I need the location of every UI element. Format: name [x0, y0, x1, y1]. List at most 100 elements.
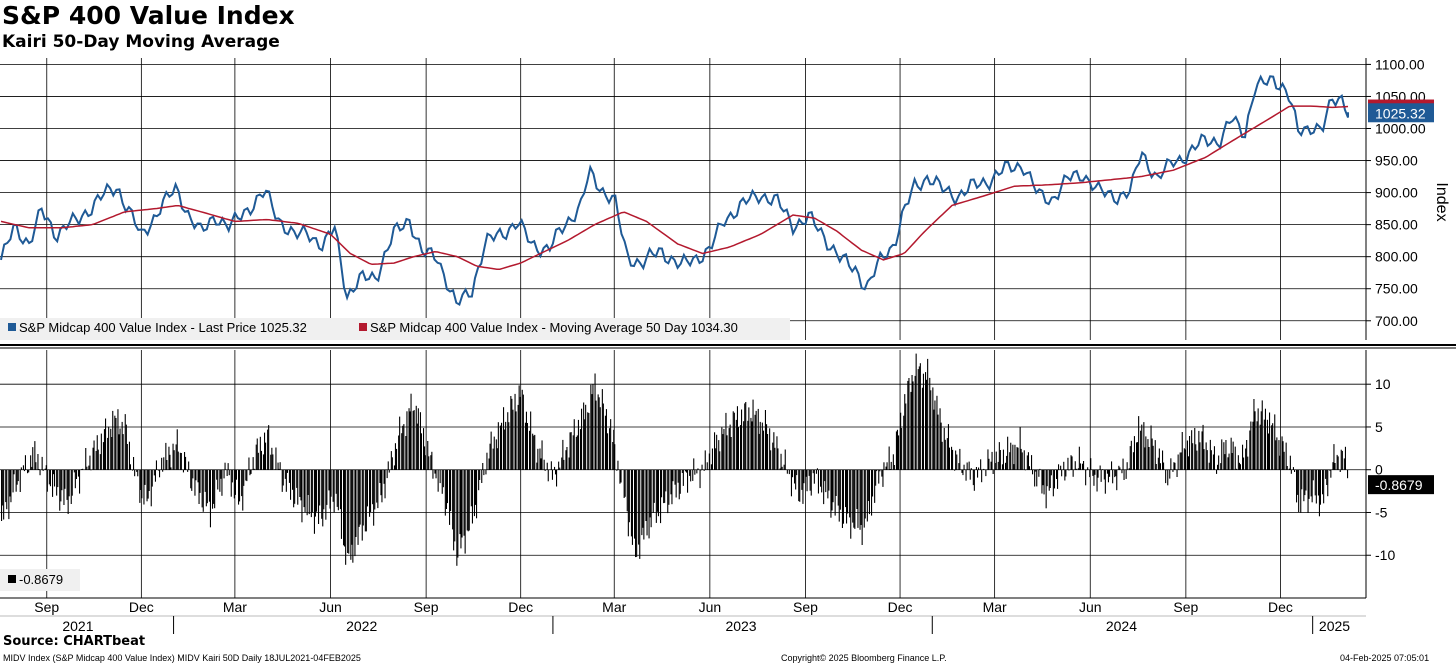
- kairi-bar: [901, 428, 903, 470]
- price-line: [0, 74, 1349, 306]
- kairi-bar: [82, 468, 84, 470]
- kairi-bar: [959, 448, 961, 470]
- kairi-bar: [590, 384, 592, 470]
- kairi-bar: [700, 469, 702, 471]
- x-tick-label: Mar: [602, 599, 626, 615]
- kairi-bar: [682, 469, 684, 486]
- kairi-bar: [1194, 428, 1196, 470]
- kairi-bar: [1162, 450, 1164, 470]
- kairi-bar: [1336, 454, 1338, 470]
- kairi-bar: [812, 469, 814, 474]
- kairi-bar: [325, 469, 327, 520]
- kairi-bar: [1220, 463, 1222, 470]
- price-last-value-label: 1025.32: [1375, 105, 1426, 121]
- kairi-bar: [88, 465, 90, 470]
- kairi-bar: [169, 454, 171, 470]
- kairi-bar: [1330, 469, 1332, 478]
- kairi-bar: [511, 398, 513, 470]
- kairi-bar: [257, 452, 259, 470]
- kairi-bar: [983, 468, 985, 470]
- kairi-bar: [1027, 452, 1029, 470]
- kairi-bar: [910, 391, 912, 470]
- kairi-bar: [526, 423, 528, 470]
- kairi-bar: [1016, 447, 1018, 470]
- kairi-bar: [231, 469, 233, 483]
- kairi-bar: [761, 422, 763, 470]
- kairi-bar: [999, 450, 1001, 470]
- kairi-bar: [1002, 449, 1004, 470]
- kairi-bar: [485, 469, 487, 475]
- kairi-bar: [987, 449, 989, 470]
- kairi-bar: [896, 429, 898, 470]
- legend-swatch-price: [8, 323, 16, 331]
- kairi-bar: [1129, 446, 1131, 470]
- kairi-bar: [470, 469, 472, 507]
- kairi-bar: [1264, 408, 1266, 470]
- kairi-bar: [781, 466, 783, 470]
- kairi-bar: [755, 410, 757, 470]
- kairi-bar: [456, 469, 458, 566]
- kairi-bar: [1170, 458, 1172, 470]
- kairi-bar: [103, 429, 105, 470]
- kairi-bar: [1097, 469, 1099, 478]
- kairi-bar: [182, 469, 184, 473]
- x-tick-label: Dec: [508, 599, 533, 615]
- kairi-bar: [159, 469, 161, 478]
- kairi-bar: [1094, 469, 1096, 475]
- kairi-bar: [188, 461, 190, 470]
- kairi-bar: [1183, 448, 1185, 470]
- kairi-bar: [405, 436, 407, 470]
- kairi-bar: [199, 469, 201, 493]
- kairi-bar: [355, 469, 357, 537]
- kairi-bar: [5, 469, 7, 503]
- kairi-bar: [1218, 455, 1220, 470]
- kairi-bar: [878, 469, 880, 484]
- kairi-bar: [512, 409, 514, 470]
- kairi-bar: [779, 468, 781, 470]
- chart-svg: 1100.001050.001000.00950.00900.00850.008…: [0, 56, 1456, 634]
- kairi-bar: [638, 469, 640, 545]
- kairi-bar: [1072, 469, 1074, 477]
- kairi-bar: [68, 469, 70, 497]
- kairi-bar: [361, 469, 363, 541]
- kairi-bar: [1151, 438, 1153, 470]
- kairi-bar: [649, 469, 651, 518]
- kairi-bar: [1038, 469, 1040, 477]
- kairi-bar: [839, 469, 841, 510]
- kairi-bar: [992, 469, 994, 474]
- kairi-bar: [1221, 439, 1223, 470]
- kairi-bar: [370, 469, 372, 512]
- kairi-bar: [322, 469, 324, 527]
- legend-label-kairi: -0.8679: [19, 572, 63, 587]
- kairi-bar: [148, 469, 150, 491]
- kairi-bar: [852, 469, 854, 523]
- kairi-bar: [1099, 465, 1101, 470]
- kairi-bar: [588, 413, 590, 470]
- kairi-bar: [70, 469, 72, 504]
- kairi-bar: [1231, 453, 1233, 470]
- kairi-bar: [453, 469, 455, 551]
- kairi-bar: [889, 469, 891, 470]
- kairi-bar: [495, 439, 497, 470]
- kairi-bar: [541, 440, 543, 470]
- kairi-bar: [449, 469, 451, 525]
- kairi-bar: [242, 469, 244, 511]
- kairi-bar: [96, 435, 98, 470]
- kairi-bar: [1303, 469, 1305, 502]
- kairi-bar: [875, 469, 877, 486]
- kairi-bar: [890, 461, 892, 470]
- kairi-bar: [1347, 469, 1349, 479]
- kairi-bar: [307, 469, 309, 495]
- kairi-bar: [895, 431, 897, 470]
- kairi-bar: [63, 469, 65, 505]
- kairi-bar: [205, 469, 207, 507]
- kairi-bar: [332, 469, 334, 502]
- kairi-bar: [168, 446, 170, 470]
- kairi-bar: [1103, 469, 1105, 480]
- kairi-bar: [1064, 469, 1066, 481]
- kairi-bar: [32, 447, 34, 470]
- kairi-bar: [476, 469, 478, 519]
- x-tick-label: Dec: [1268, 599, 1293, 615]
- legend-swatch-ma: [359, 323, 367, 331]
- kairi-bar: [650, 469, 652, 528]
